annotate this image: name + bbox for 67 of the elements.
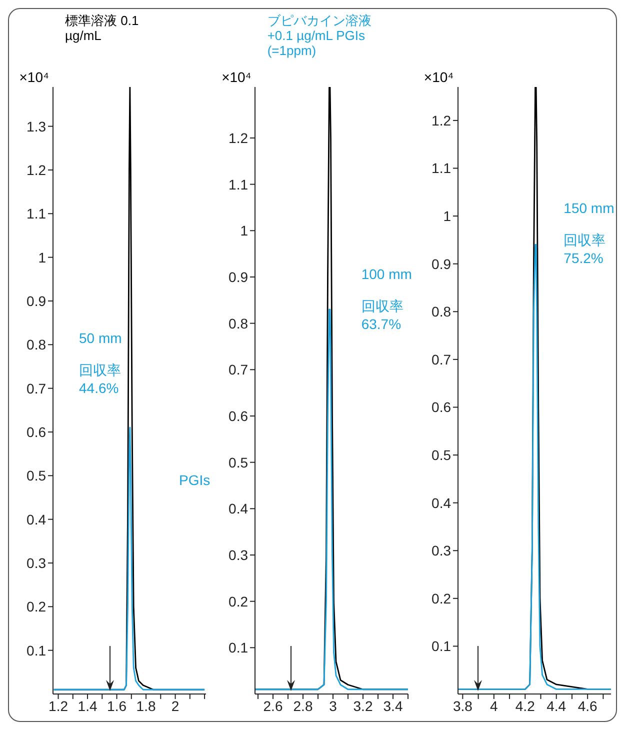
x-tick-label: 3.2: [354, 698, 374, 714]
y-tick-label: 0.5: [431, 446, 451, 463]
y-tick-label: 1.3: [26, 118, 46, 134]
x-tick-label: 4: [490, 698, 498, 714]
y-tick-label: 1: [240, 222, 249, 239]
y-tick-label: 0.3: [228, 546, 249, 563]
annotation: 回収率: [79, 361, 122, 379]
y-tick-label: 0.4: [431, 494, 451, 511]
annotation: 回収率: [564, 231, 607, 249]
x-tick-label: 4.6: [578, 698, 598, 714]
y-axis-title: ×10⁴: [18, 69, 49, 85]
x-tick-label: 1.4: [78, 698, 98, 714]
y-tick-label: 1.1: [26, 206, 46, 222]
y-tick-label: 0.7: [228, 362, 249, 378]
y-axis-title: ×10⁴: [220, 69, 252, 85]
y-tick-label: 0.6: [26, 424, 46, 440]
annotation: 回収率: [361, 297, 404, 315]
y-tick-label: 0.2: [431, 590, 451, 606]
annotation: 50 mm: [79, 329, 122, 347]
x-tick-label: 2.8: [294, 698, 314, 714]
y-tick-label: 0.4: [228, 500, 249, 517]
y-tick-label: 0.3: [431, 542, 451, 559]
y-tick-label: 0.9: [26, 292, 46, 309]
y-tick-label: 0.9: [431, 256, 451, 272]
y-tick-label: 1.1: [228, 176, 249, 192]
x-tick-label: 3.4: [384, 698, 404, 714]
y-tick-label: 0.1: [26, 642, 46, 658]
y-tick-label: 0.1: [431, 638, 451, 654]
y-axis-title: ×10⁴: [422, 69, 454, 85]
y-tick-label: 1: [442, 208, 451, 224]
y-tick-label: 0.8: [26, 336, 46, 353]
x-tick-label: 3: [329, 698, 338, 714]
y-tick-label: 1.2: [431, 112, 451, 128]
y-tick-label: 0.9: [228, 268, 249, 285]
y-tick-label: 0.5: [26, 468, 46, 484]
annotation: 63.7%: [361, 315, 402, 333]
y-tick-label: 0.6: [431, 399, 451, 416]
text: ブピバカイン溶液 +0.1 µg/mL PGIs (=1ppm): [267, 13, 372, 58]
y-tick-label: 0.6: [228, 408, 249, 424]
y-tick-label: 0.8: [431, 304, 451, 320]
y-tick-label: 1.1: [431, 160, 451, 176]
annotation: PGIs: [179, 472, 210, 488]
annotation: 150 mm: [564, 199, 614, 217]
y-tick-label: 0.1: [228, 640, 249, 656]
x-tick-label: 1.2: [48, 698, 68, 714]
y-tick-label: 0.7: [431, 351, 451, 368]
y-tick-label: 0.4: [26, 511, 46, 528]
y-tick-label: 1.2: [228, 130, 249, 146]
y-tick-label: 0.8: [228, 315, 249, 332]
text: 標準溶液 0.1 µg/mL: [65, 13, 140, 43]
x-tick-label: 4.2: [515, 698, 535, 714]
y-tick-label: 1.2: [26, 162, 46, 178]
x-tick-label: 1.8: [136, 698, 156, 714]
y-tick-label: 0.2: [26, 598, 46, 615]
y-tick-label: 1: [38, 249, 46, 266]
y-tick-label: 0.2: [228, 593, 249, 610]
y-tick-label: 0.5: [228, 454, 249, 470]
annotation: 75.2%: [564, 249, 604, 267]
x-tick-label: 3.8: [452, 698, 472, 714]
x-tick-label: 2.6: [264, 698, 284, 714]
x-tick-label: 2: [171, 698, 180, 714]
x-tick-label: 4.4: [546, 698, 566, 714]
annotation: 100 mm: [361, 265, 412, 283]
y-tick-label: 0.3: [26, 554, 46, 571]
x-tick-label: 1.6: [107, 698, 127, 714]
y-tick-label: 0.7: [26, 380, 46, 396]
annotation: 44.6%: [79, 379, 120, 397]
